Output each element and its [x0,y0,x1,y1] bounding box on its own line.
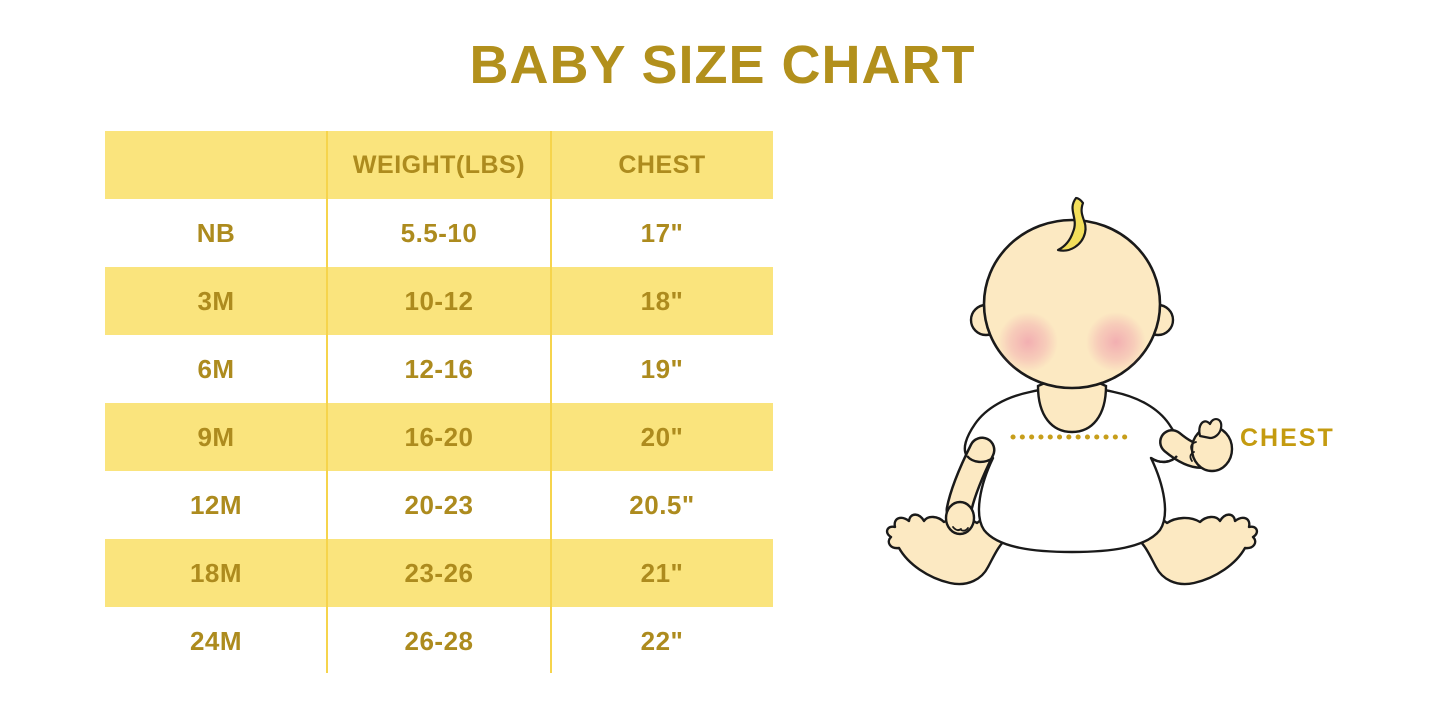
size-cell: 9M [197,421,235,452]
size-table: WEIGHT(LBS) CHEST NB 5.5-10 17" 3M 10-12… [105,131,773,675]
table-row: NB 5.5-10 17" [105,199,773,267]
weight-cell: 12-16 [404,353,474,384]
baby-illustration: CHEST [880,190,1340,610]
chest-cell: 20" [640,421,684,452]
size-cell: 3M [197,285,235,316]
baby-svg: CHEST [885,196,1335,586]
page-title: BABY SIZE CHART [469,35,976,95]
weight-cell: 16-20 [404,421,474,452]
header-cell-weight: WEIGHT(LBS) [352,150,526,179]
chest-cell: 22" [640,625,684,656]
chest-cell: 19" [640,353,684,384]
table-header-row: WEIGHT(LBS) CHEST [105,131,773,199]
table-row: 6M 12-16 19" [105,335,773,403]
chest-cell: 21" [640,557,684,588]
size-cell: 24M [189,625,243,656]
baby-hand-left [944,500,976,536]
baby-thumb-right [1198,418,1223,440]
chest-cell: 18" [640,285,684,316]
chest-label: CHEST [1240,424,1335,452]
baby-arm-right [1150,418,1234,473]
chest-cell: 20.5" [629,489,695,520]
table-row: 12M 20-23 20.5" [105,471,773,539]
header-cell-size [105,131,327,199]
header-cell-chest: CHEST [618,150,706,179]
column-separator-line [326,131,328,673]
table-row: 3M 10-12 18" [105,267,773,335]
size-cell: 6M [197,353,235,384]
baby-cheek-right [1086,312,1146,372]
column-separator-line [550,131,552,673]
weight-cell: 26-28 [404,625,474,656]
baby-cheek-left [998,312,1058,372]
baby-arm-left [944,436,996,536]
size-cell: 12M [189,489,243,520]
table-row: 18M 23-26 21" [105,539,773,607]
size-cell: 18M [189,557,243,588]
table-row: 9M 16-20 20" [105,403,773,471]
table-row: 24M 26-28 22" [105,607,773,675]
weight-cell: 10-12 [404,285,474,316]
baby-hair-curl [1056,196,1087,252]
chest-cell: 17" [640,217,684,248]
weight-cell: 5.5-10 [400,217,478,248]
size-cell: NB [196,217,236,248]
weight-cell: 23-26 [404,557,474,588]
weight-cell: 20-23 [404,489,474,520]
